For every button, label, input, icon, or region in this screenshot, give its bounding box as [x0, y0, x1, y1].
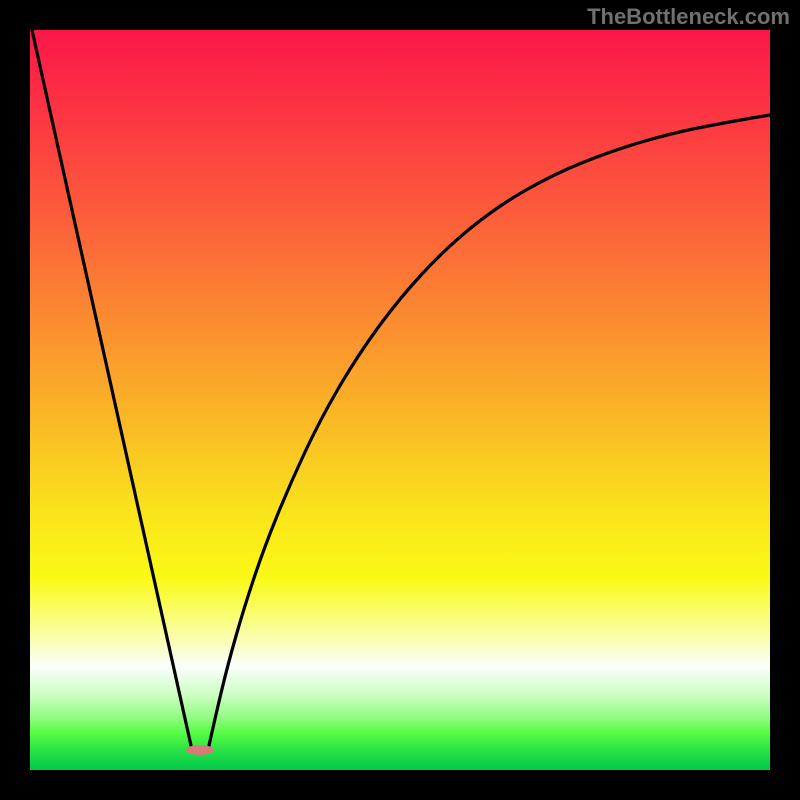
- watermark-text: TheBottleneck.com: [587, 4, 790, 30]
- bottleneck-chart: [0, 0, 800, 800]
- optimal-marker: [186, 745, 214, 755]
- chart-container: TheBottleneck.com: [0, 0, 800, 800]
- chart-background: [30, 30, 770, 770]
